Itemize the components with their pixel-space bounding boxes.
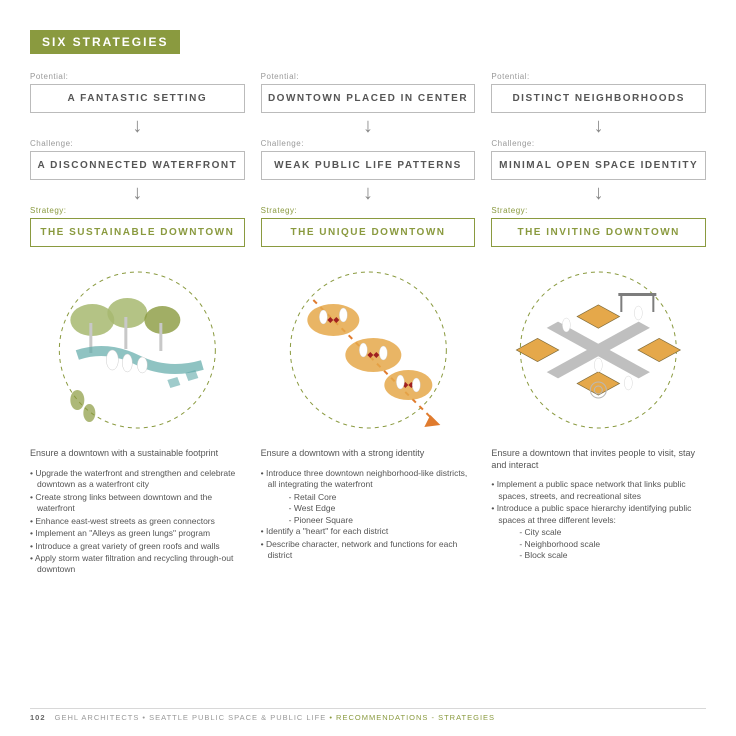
strategy-box: THE SUSTAINABLE DOWNTOWN xyxy=(30,218,245,247)
strategy-label: Strategy: xyxy=(261,206,476,215)
page-footer: 102 GEHL ARCHITECTS • SEATTLE PUBLIC SPA… xyxy=(30,708,706,722)
arrow-icon: ↓ xyxy=(30,119,245,133)
strategy-label: Strategy: xyxy=(491,206,706,215)
arrow-icon: ↓ xyxy=(261,186,476,200)
list-item: Neighborhood scale xyxy=(519,539,706,550)
list-item: Upgrade the waterfront and strengthen an… xyxy=(30,468,245,491)
arrow-icon: ↓ xyxy=(30,186,245,200)
sub-list: City scale Neighborhood scale Block scal… xyxy=(491,527,706,561)
footer-end: • RECOMMENDATIONS - STRATEGIES xyxy=(329,713,495,722)
list-item: Implement an "Alleys as green lungs" pro… xyxy=(30,528,245,539)
challenge-box: A DISCONNECTED WATERFRONT xyxy=(30,151,245,180)
potential-box: DISTINCT NEIGHBORHOODS xyxy=(491,84,706,113)
sub-list: Retail Core West Edge Pioneer Square xyxy=(261,492,476,526)
challenge-label: Challenge: xyxy=(261,139,476,148)
strategy-label: Strategy: xyxy=(30,206,245,215)
summary-text: Ensure a downtown with a strong identity xyxy=(261,448,476,460)
bullet-list: Identify a "heart" for each district Des… xyxy=(261,526,476,561)
arrow-icon: ↓ xyxy=(491,119,706,133)
page-number: 102 xyxy=(30,713,46,722)
strategy-box: THE UNIQUE DOWNTOWN xyxy=(261,218,476,247)
challenge-label: Challenge: xyxy=(491,139,706,148)
potential-label: Potential: xyxy=(30,72,245,81)
list-item: West Edge xyxy=(289,503,476,514)
list-item: City scale xyxy=(519,527,706,538)
illustration-unique xyxy=(261,265,476,435)
list-item: Describe character, network and function… xyxy=(261,539,476,562)
challenge-label: Challenge: xyxy=(30,139,245,148)
strategy-columns: Potential: A FANTASTIC SETTING ↓ Challen… xyxy=(30,72,706,577)
column-1: Potential: A FANTASTIC SETTING ↓ Challen… xyxy=(30,72,245,577)
section-header: SIX STRATEGIES xyxy=(30,30,180,54)
potential-box: DOWNTOWN PLACED IN CENTER xyxy=(261,84,476,113)
arrow-icon: ↓ xyxy=(261,119,476,133)
list-item: Enhance east-west streets as green conne… xyxy=(30,516,245,527)
bullet-list: Introduce three downtown neighborhood-li… xyxy=(261,468,476,491)
strategy-box: THE INVITING DOWNTOWN xyxy=(491,218,706,247)
footer-mid: GEHL ARCHITECTS • SEATTLE PUBLIC SPACE &… xyxy=(55,713,327,722)
column-2: Potential: DOWNTOWN PLACED IN CENTER ↓ C… xyxy=(261,72,476,577)
summary-text: Ensure a downtown with a sustainable foo… xyxy=(30,448,245,460)
column-3: Potential: DISTINCT NEIGHBORHOODS ↓ Chal… xyxy=(491,72,706,577)
challenge-box: WEAK PUBLIC LIFE PATTERNS xyxy=(261,151,476,180)
bullet-list: Upgrade the waterfront and strengthen an… xyxy=(30,468,245,576)
list-item: Retail Core xyxy=(289,492,476,503)
bullet-list: Implement a public space network that li… xyxy=(491,479,706,526)
list-item: Pioneer Square xyxy=(289,515,476,526)
potential-label: Potential: xyxy=(261,72,476,81)
list-item: Introduce a public space hierarchy ident… xyxy=(491,503,706,526)
summary-text: Ensure a downtown that invites people to… xyxy=(491,448,706,471)
list-item: Create strong links between downtown and… xyxy=(30,492,245,515)
challenge-box: MINIMAL OPEN SPACE IDENTITY xyxy=(491,151,706,180)
list-item: Introduce three downtown neighborhood-li… xyxy=(261,468,476,491)
list-item: Apply storm water filtration and recycli… xyxy=(30,553,245,576)
potential-box: A FANTASTIC SETTING xyxy=(30,84,245,113)
illustration-sustainable xyxy=(30,265,245,435)
list-item: Implement a public space network that li… xyxy=(491,479,706,502)
potential-label: Potential: xyxy=(491,72,706,81)
list-item: Identify a "heart" for each district xyxy=(261,526,476,537)
list-item: Introduce a great variety of green roofs… xyxy=(30,541,245,552)
list-item: Block scale xyxy=(519,550,706,561)
arrow-icon: ↓ xyxy=(491,186,706,200)
illustration-inviting xyxy=(491,265,706,435)
